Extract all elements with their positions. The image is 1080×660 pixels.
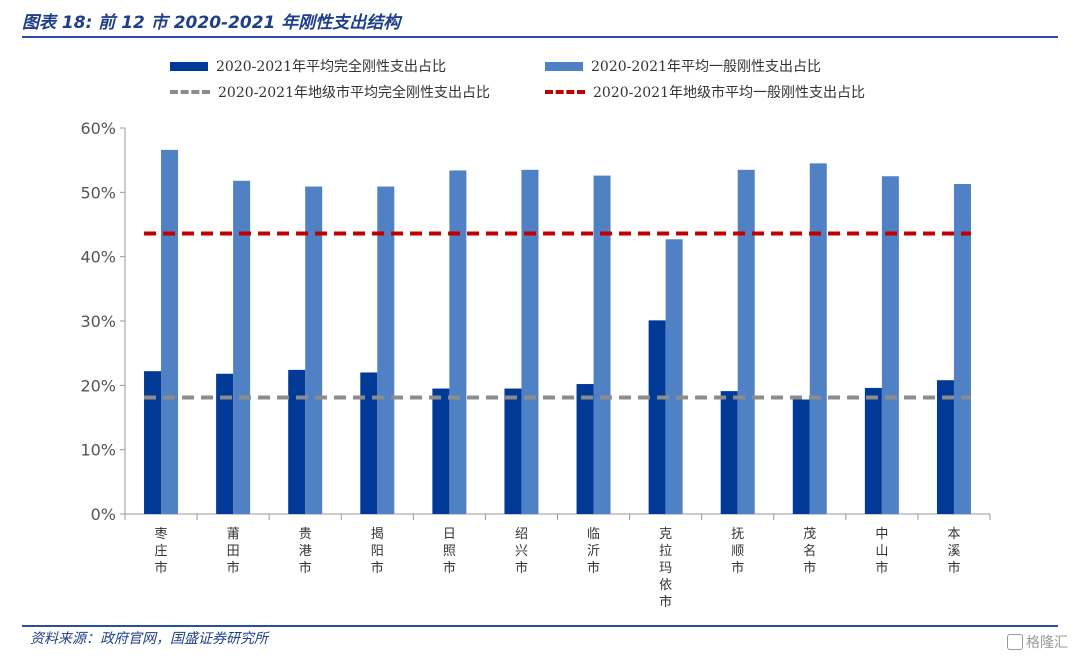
y-tick-label: 30% [80, 312, 116, 331]
bar-full-rigid [360, 372, 378, 514]
x-category-label: 临沂市 [587, 527, 600, 576]
x-category-label: 抚顺市 [731, 527, 744, 576]
bar-general-rigid [953, 183, 971, 514]
bar-general-rigid [161, 149, 179, 514]
y-tick-label: 60% [80, 119, 116, 138]
legend-label-city-avg-full: 2020-2021年地级市平均完全刚性支出占比 [218, 85, 490, 101]
bar-full-rigid [864, 387, 882, 514]
legend-label-general-rigid: 2020-2021年平均一般刚性支出占比 [591, 59, 821, 75]
bar-full-rigid [576, 384, 594, 514]
bar-general-rigid [881, 176, 899, 514]
x-category-label: 日照市 [443, 527, 456, 576]
bar-general-rigid [665, 239, 683, 514]
legend-item-city-avg-general: 2020-2021年地级市平均一般刚性支出占比 [545, 82, 865, 102]
bar-full-rigid [216, 373, 234, 514]
y-tick-label: 10% [80, 441, 116, 460]
legend-label-city-avg-general: 2020-2021年地级市平均一般刚性支出占比 [593, 85, 865, 101]
figure-title: 图表 18: 前 12 市 2020-2021 年刚性支出结构 [22, 13, 401, 33]
x-category-label: 揭阳市 [371, 527, 384, 576]
bar-general-rigid [737, 169, 755, 515]
watermark-text: 格隆汇 [1026, 635, 1068, 651]
legend-swatch-dark-blue [170, 61, 208, 71]
legend-item-full-rigid: 2020-2021年平均完全刚性支出占比 [170, 56, 446, 76]
bar-full-rigid [648, 320, 666, 514]
x-category-label: 莆田市 [227, 527, 240, 576]
chart-category-labels: 枣庄市 莆田市 贵港市 揭阳市 日照市 绍兴市 临沂市 克拉玛依市 抚顺市 茂名市 中山市 本溪市 [155, 527, 961, 610]
legend-dash-gray [170, 90, 210, 94]
y-tick-label: 0% [91, 505, 116, 524]
bar-chart: 0% 10% 20% 30% 40% 50% 60% 枣庄市 莆田市 贵港市 揭阳市 日照市 绍兴市 临… [80, 119, 991, 610]
x-category-label: 茂名市 [803, 527, 816, 576]
y-tick-label: 20% [80, 376, 116, 395]
legend-item-city-avg-full: 2020-2021年地级市平均完全刚性支出占比 [170, 82, 490, 102]
legend-swatch-light-blue [545, 61, 583, 71]
legend-label-full-rigid: 2020-2021年平均完全刚性支出占比 [216, 59, 446, 75]
bar-full-rigid [720, 391, 738, 514]
bar-general-rigid [521, 169, 539, 515]
bar-general-rigid [233, 180, 251, 514]
x-category-label: 中山市 [875, 527, 888, 576]
bottom-rule [22, 625, 1058, 627]
top-rule [22, 36, 1058, 38]
x-category-label: 绍兴市 [515, 527, 528, 576]
chart-reference-lines [144, 231, 971, 400]
bar-full-rigid [792, 399, 810, 514]
source-note: 资料来源：政府官网，国盛证券研究所 [30, 631, 268, 647]
y-tick-label: 40% [80, 248, 116, 267]
x-category-label: 克拉玛依市 [659, 527, 672, 610]
bar-full-rigid [504, 388, 522, 514]
legend-dash-red [545, 90, 585, 94]
x-category-label: 贵港市 [299, 527, 312, 576]
x-category-label: 枣庄市 [155, 527, 168, 576]
bar-general-rigid [593, 175, 611, 514]
x-category-label: 本溪市 [947, 527, 960, 576]
bar-full-rigid [144, 371, 162, 514]
watermark: 格隆汇 [1007, 632, 1068, 652]
legend: 2020-2021年平均完全刚性支出占比 2020-2021年平均一般刚性支出占… [170, 52, 970, 112]
bar-general-rigid [305, 186, 323, 514]
legend-item-general-rigid: 2020-2021年平均一般刚性支出占比 [545, 56, 821, 76]
bar-general-rigid [809, 163, 827, 514]
watermark-logo-icon [1007, 634, 1023, 650]
chart-bars [144, 149, 971, 515]
chart-axes: 0% 10% 20% 30% 40% 50% 60% [80, 119, 991, 524]
bar-general-rigid [449, 170, 467, 514]
bar-full-rigid [432, 388, 450, 514]
bar-full-rigid [288, 369, 306, 514]
bar-general-rigid [377, 186, 395, 514]
y-tick-label: 50% [80, 183, 116, 202]
bar-full-rigid [936, 380, 954, 514]
